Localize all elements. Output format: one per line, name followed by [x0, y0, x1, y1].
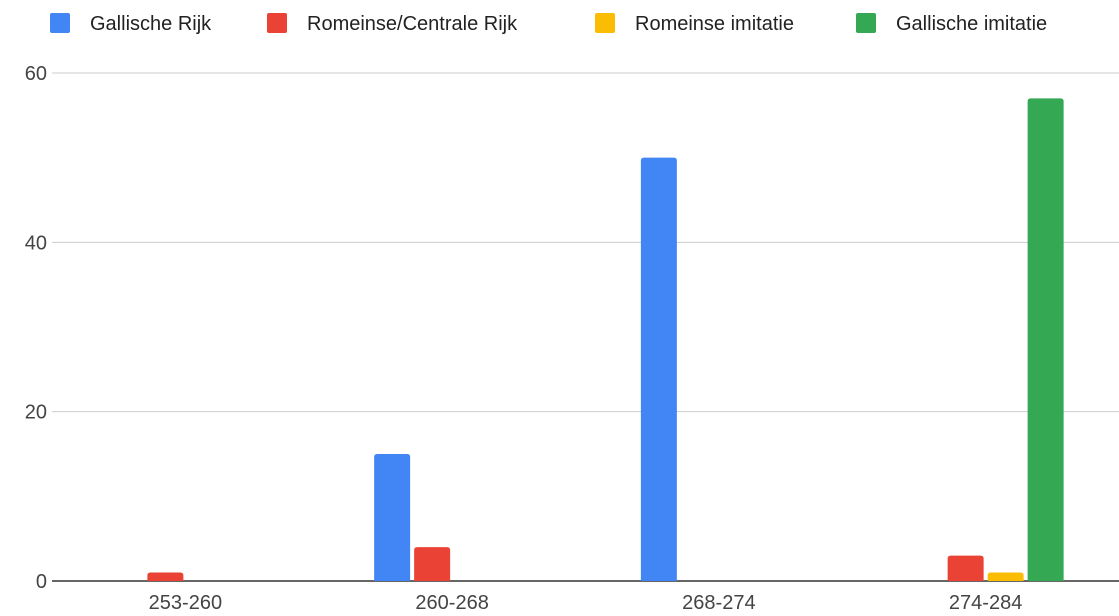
y-tick-label: 20	[25, 402, 47, 424]
bar-romeinse-centrale-rijk-260-268	[414, 547, 451, 581]
legend-label: Gallische imitatie	[896, 13, 1047, 35]
legend-swatch	[50, 13, 70, 33]
legend-swatch	[267, 13, 287, 33]
legend-label: Romeinse/Centrale Rijk	[307, 13, 518, 35]
bar-romeinse-centrale-rijk-274-284	[947, 555, 984, 581]
x-tick-label: 268-274	[682, 592, 755, 614]
bar-romeinse-centrale-rijk-253-260	[147, 572, 184, 581]
legend: Gallische Rijk Romeinse/Centrale Rijk Rome…	[50, 13, 1047, 35]
y-tick-label: 0	[36, 571, 47, 593]
bar-romeinse-imitatie-274-284	[987, 572, 1024, 581]
legend-swatch	[856, 13, 876, 33]
legend-swatch	[595, 13, 615, 33]
bar-gallische-imitatie-274-284	[1027, 98, 1064, 582]
x-tick-label: 274-284	[949, 592, 1022, 614]
bar-gallische-rijk-260-268	[374, 454, 411, 581]
y-tick-label: 40	[25, 232, 47, 254]
legend-label: Gallische Rijk	[90, 13, 212, 35]
legend-label: Romeinse imitatie	[635, 13, 794, 35]
gridlines	[52, 72, 1119, 582]
y-axis-tick-labels: 0 20 40 60	[25, 63, 47, 593]
bar-gallische-rijk-268-274	[640, 157, 677, 581]
x-axis-tick-labels: 253-260 260-268 268-274 274-284	[149, 592, 1023, 614]
y-tick-label: 60	[25, 63, 47, 85]
x-tick-label: 260-268	[415, 592, 488, 614]
bars	[147, 98, 1064, 582]
x-tick-label: 253-260	[149, 592, 222, 614]
